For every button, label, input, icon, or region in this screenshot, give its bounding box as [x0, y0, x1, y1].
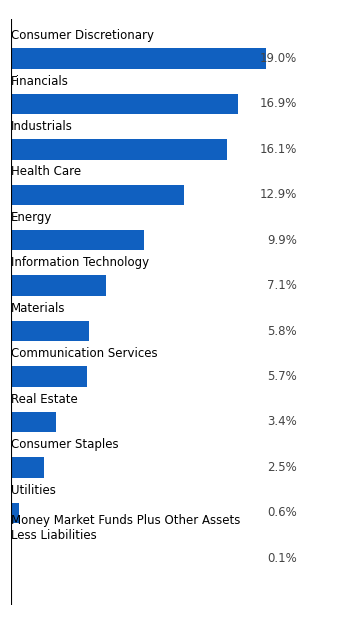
Text: 16.9%: 16.9%: [260, 97, 297, 110]
Text: Money Market Funds Plus Other Assets
Less Liabilities: Money Market Funds Plus Other Assets Les…: [11, 514, 240, 542]
Text: 0.1%: 0.1%: [267, 552, 297, 565]
Text: 19.0%: 19.0%: [260, 52, 297, 65]
Bar: [11, 548, 12, 568]
Text: Real Estate: Real Estate: [11, 392, 77, 405]
Text: 9.9%: 9.9%: [267, 234, 297, 247]
Text: Information Technology: Information Technology: [11, 256, 149, 270]
Text: 5.7%: 5.7%: [267, 370, 297, 383]
Text: Financials: Financials: [11, 75, 69, 88]
Bar: [11, 275, 106, 296]
Text: Materials: Materials: [11, 302, 65, 315]
Text: Energy: Energy: [11, 211, 52, 224]
Bar: [11, 94, 238, 114]
Bar: [11, 412, 57, 433]
Bar: [11, 457, 44, 478]
Text: 12.9%: 12.9%: [260, 188, 297, 201]
Bar: [11, 139, 227, 160]
Text: 7.1%: 7.1%: [267, 279, 297, 292]
Text: 16.1%: 16.1%: [260, 143, 297, 156]
Text: 5.8%: 5.8%: [267, 325, 297, 337]
Bar: [11, 230, 144, 251]
Text: 3.4%: 3.4%: [267, 415, 297, 428]
Text: 2.5%: 2.5%: [267, 461, 297, 474]
Bar: [11, 48, 266, 68]
Bar: [11, 184, 184, 205]
Text: Industrials: Industrials: [11, 120, 73, 133]
Bar: [11, 366, 87, 387]
Bar: [11, 503, 19, 523]
Text: 0.6%: 0.6%: [267, 507, 297, 520]
Text: Consumer Staples: Consumer Staples: [11, 438, 118, 451]
Text: Consumer Discretionary: Consumer Discretionary: [11, 29, 154, 42]
Text: Health Care: Health Care: [11, 165, 81, 178]
Text: Communication Services: Communication Services: [11, 347, 157, 360]
Text: Utilities: Utilities: [11, 484, 56, 497]
Bar: [11, 321, 89, 341]
